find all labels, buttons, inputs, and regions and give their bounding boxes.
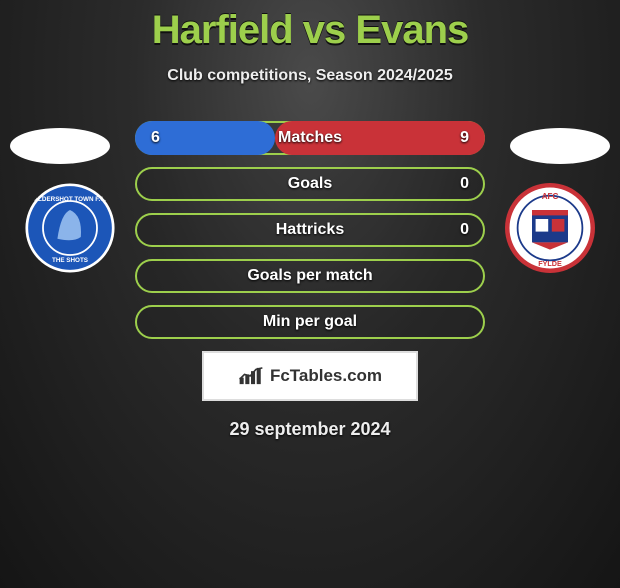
subtitle: Club competitions, Season 2024/2025 (0, 67, 620, 85)
brand-text: FcTables.com (270, 366, 382, 386)
stat-left-value: 6 (151, 129, 160, 147)
stat-row-matches: Matches 6 9 (135, 121, 485, 155)
flag-right (510, 128, 610, 164)
stat-right-value: 9 (460, 129, 469, 147)
stats-table: Matches 6 9 Goals 0 Hattricks 0 Goals per match… (135, 121, 485, 339)
stat-label: Hattricks (276, 221, 344, 239)
team-badge-left: ALDERSHOT TOWN F.C. THE SHOTS (25, 183, 115, 273)
page-title: Harfield vs Evans (0, 8, 620, 53)
stat-label: Goals per match (247, 267, 372, 285)
svg-text:AFC: AFC (542, 192, 559, 201)
stat-row-goals: Goals 0 (135, 167, 485, 201)
stat-row-hattricks: Hattricks 0 (135, 213, 485, 247)
stat-label: Min per goal (263, 313, 357, 331)
svg-text:THE SHOTS: THE SHOTS (52, 257, 88, 264)
stat-label: Matches (278, 129, 342, 147)
svg-text:FYLDE: FYLDE (538, 259, 562, 268)
chart-icon (238, 365, 264, 387)
team-badge-right: AFC FYLDE (505, 183, 595, 273)
date-label: 29 september 2024 (0, 419, 620, 440)
stat-row-goals-per-match: Goals per match (135, 259, 485, 293)
stat-right-value: 0 (460, 221, 469, 239)
flag-left (10, 128, 110, 164)
stat-right-value: 0 (460, 175, 469, 193)
stat-label: Goals (288, 175, 332, 193)
svg-text:ALDERSHOT TOWN F.C.: ALDERSHOT TOWN F.C. (34, 196, 107, 203)
stat-row-min-per-goal: Min per goal (135, 305, 485, 339)
brand-footer: FcTables.com (202, 351, 418, 401)
